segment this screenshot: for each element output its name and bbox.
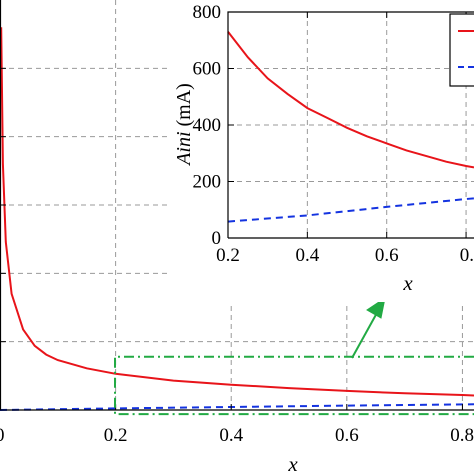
main-x-tick-label: 0.6 <box>335 425 359 446</box>
inset-series <box>227 31 474 223</box>
inset-x-tick-label: 0.4 <box>295 245 319 266</box>
inset-series-line-1 <box>227 197 474 223</box>
zoom-box <box>114 296 474 416</box>
inset-x-tick-label: 0.6 <box>375 245 399 266</box>
inset-y-axis-label-main: Aini <box>173 131 195 166</box>
main-x-axis-label: x <box>287 452 298 474</box>
inset-plot: 0.2 0.4 0.6 0. 0 200 400 600 800 x Aini (mA) <box>170 0 474 302</box>
inset-y-tick-label: 400 <box>193 115 222 136</box>
inset-y-tick-label: 200 <box>193 172 222 193</box>
inset-y-axis-label-unit: (mA) <box>173 83 195 131</box>
inset-y-tick-label: 600 <box>193 59 222 80</box>
inset-y-tick-label: 800 <box>193 2 222 23</box>
inset-background <box>170 0 474 302</box>
zoom-arrow-shaft <box>351 310 379 359</box>
legend-box <box>449 13 474 87</box>
main-x-tick-label: 0 <box>0 425 5 446</box>
zoom-box-outline <box>114 355 474 416</box>
inset-y-axis-label: Aini (mA) <box>173 83 195 167</box>
main-x-ticks: 0 0.2 0.4 0.6 0.8 <box>0 425 474 446</box>
inset-y-tick-label: 0 <box>212 228 222 249</box>
inset-x-axis-label: x <box>402 271 413 295</box>
main-x-tick-label: 0.2 <box>104 425 128 446</box>
inset-x-tick-label: 0.2 <box>216 245 240 266</box>
main-series-line-1 <box>0 403 474 411</box>
inset-x-tick-label: 0. <box>460 245 474 266</box>
main-x-tick-label: 0.4 <box>219 425 243 446</box>
inset-series-line-0 <box>227 31 474 169</box>
main-x-tick-label: 0.8 <box>450 425 474 446</box>
inset-x-ticks: 0.2 0.4 0.6 0. <box>216 245 474 266</box>
inset-y-ticks: 0 200 400 600 800 <box>193 2 222 249</box>
inset-legend <box>449 13 474 87</box>
inset-axes <box>227 11 474 239</box>
zoom-arrow-head <box>366 296 386 319</box>
main-axes <box>0 0 474 411</box>
main-series-line-0 <box>0 27 474 397</box>
